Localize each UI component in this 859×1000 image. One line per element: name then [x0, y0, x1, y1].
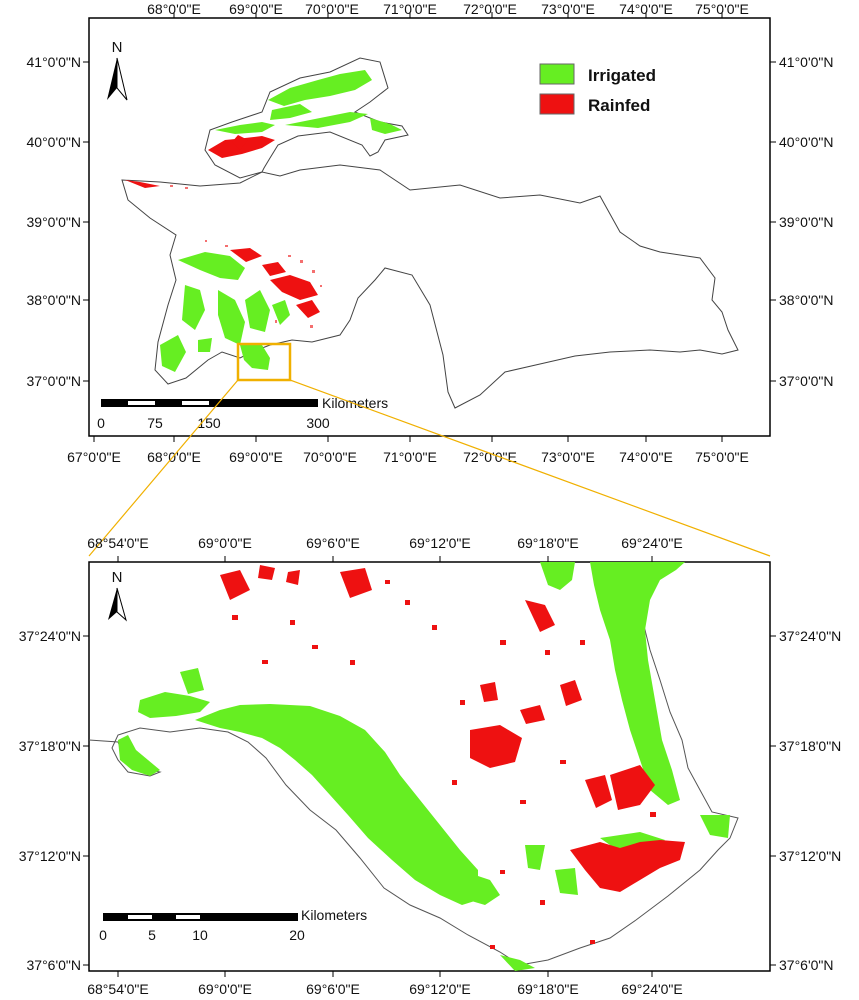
svg-text:75°0'0"E: 75°0'0"E [695, 1, 749, 17]
svg-text:69°12'0"E: 69°12'0"E [409, 535, 471, 551]
detail-map: N Kilometers 0 5 10 20 68°54'0"E 69°0'0"… [19, 535, 842, 997]
svg-text:70°0'0"E: 70°0'0"E [303, 449, 357, 465]
svg-text:72°0'0"E: 72°0'0"E [463, 449, 517, 465]
svg-text:69°12'0"E: 69°12'0"E [409, 981, 471, 997]
svg-text:N: N [112, 39, 123, 56]
svg-text:67°0'0"E: 67°0'0"E [67, 449, 121, 465]
svg-text:Kilometers: Kilometers [322, 395, 388, 411]
overview-ticks [83, 12, 776, 442]
legend-rainfed-swatch [539, 93, 575, 115]
detail-right-lat-labels: 37°24'0"N 37°18'0"N 37°12'0"N 37°6'0"N [779, 628, 841, 973]
svg-text:37°24'0"N: 37°24'0"N [19, 628, 81, 644]
svg-text:38°0'0"N: 38°0'0"N [779, 292, 834, 308]
svg-text:73°0'0"E: 73°0'0"E [541, 449, 595, 465]
overview-map: N Irrigated Rainfed Kilometers 0 75 150 … [27, 1, 834, 465]
zoom-connector-lines [88, 379, 771, 557]
svg-text:Kilometers: Kilometers [301, 907, 367, 923]
detail-ticks [83, 556, 776, 977]
svg-text:20: 20 [289, 927, 305, 943]
svg-text:150: 150 [197, 415, 221, 431]
svg-text:37°6'0"N: 37°6'0"N [779, 957, 834, 973]
scale-bar-detail: Kilometers 0 5 10 20 [99, 907, 367, 943]
svg-text:37°12'0"N: 37°12'0"N [779, 848, 841, 864]
svg-text:69°0'0"E: 69°0'0"E [229, 449, 283, 465]
svg-text:5: 5 [148, 927, 156, 943]
detail-left-lat-labels: 37°24'0"N 37°18'0"N 37°12'0"N 37°6'0"N [19, 628, 81, 973]
svg-text:74°0'0"E: 74°0'0"E [619, 449, 673, 465]
country-outline [121, 164, 739, 409]
svg-text:72°0'0"E: 72°0'0"E [463, 1, 517, 17]
svg-text:69°6'0"E: 69°6'0"E [306, 981, 360, 997]
svg-text:40°0'0"N: 40°0'0"N [27, 134, 82, 150]
svg-text:68°54'0"E: 68°54'0"E [87, 981, 149, 997]
svg-text:75: 75 [147, 415, 163, 431]
svg-text:38°0'0"N: 38°0'0"N [27, 292, 82, 308]
svg-text:39°0'0"N: 39°0'0"N [779, 214, 834, 230]
svg-text:300: 300 [306, 415, 330, 431]
svg-text:37°24'0"N: 37°24'0"N [779, 628, 841, 644]
detail-bottom-lon-labels: 68°54'0"E 69°0'0"E 69°6'0"E 69°12'0"E 69… [87, 981, 683, 997]
zoom-extent-box [236, 342, 292, 382]
svg-text:10: 10 [192, 927, 208, 943]
scale-bar-overview: Kilometers 0 75 150 300 [97, 395, 388, 431]
svg-text:68°0'0"E: 68°0'0"E [147, 1, 201, 17]
north-arrow-overview: N [107, 39, 128, 101]
svg-text:37°18'0"N: 37°18'0"N [779, 738, 841, 754]
svg-text:69°6'0"E: 69°6'0"E [306, 535, 360, 551]
overview-bottom-lon-labels: 67°0'0"E 68°0'0"E 69°0'0"E 70°0'0"E 71°0… [67, 449, 749, 465]
svg-text:68°54'0"E: 68°54'0"E [87, 535, 149, 551]
svg-text:69°24'0"E: 69°24'0"E [621, 981, 683, 997]
speckle-detail [232, 580, 656, 949]
rainfed-areas-detail [220, 565, 685, 892]
overview-top-lon-labels: 68°0'0"E 69°0'0"E 70°0'0"E 71°0'0"E 72°0… [147, 1, 749, 17]
svg-text:40°0'0"N: 40°0'0"N [779, 134, 834, 150]
svg-text:71°0'0"E: 71°0'0"E [383, 449, 437, 465]
north-arrow-detail: N [108, 569, 127, 622]
svg-text:69°24'0"E: 69°24'0"E [621, 535, 683, 551]
legend: Irrigated Rainfed [539, 63, 656, 115]
legend-irrigated-label: Irrigated [588, 66, 656, 85]
svg-text:74°0'0"E: 74°0'0"E [619, 1, 673, 17]
svg-text:41°0'0"N: 41°0'0"N [27, 54, 82, 70]
svg-text:39°0'0"N: 39°0'0"N [27, 214, 82, 230]
svg-text:69°0'0"E: 69°0'0"E [198, 981, 252, 997]
detail-boundary [89, 562, 739, 966]
svg-text:73°0'0"E: 73°0'0"E [541, 1, 595, 17]
detail-top-lon-labels: 68°54'0"E 69°0'0"E 69°6'0"E 69°12'0"E 69… [87, 535, 683, 551]
svg-text:69°18'0"E: 69°18'0"E [517, 535, 579, 551]
svg-text:70°0'0"E: 70°0'0"E [305, 1, 359, 17]
svg-text:71°0'0"E: 71°0'0"E [383, 1, 437, 17]
irrigated-areas-overview [160, 70, 402, 372]
svg-text:69°0'0"E: 69°0'0"E [198, 535, 252, 551]
overview-left-lat-labels: 41°0'0"N 40°0'0"N 39°0'0"N 38°0'0"N 37°0… [27, 54, 82, 389]
svg-text:0: 0 [97, 415, 105, 431]
legend-irrigated-swatch [539, 63, 575, 85]
svg-text:37°6'0"N: 37°6'0"N [27, 957, 82, 973]
overview-right-lat-labels: 41°0'0"N 40°0'0"N 39°0'0"N 38°0'0"N 37°0… [779, 54, 834, 389]
svg-text:68°0'0"E: 68°0'0"E [147, 449, 201, 465]
svg-text:37°0'0"N: 37°0'0"N [779, 373, 834, 389]
svg-text:69°0'0"E: 69°0'0"E [229, 1, 283, 17]
svg-text:37°0'0"N: 37°0'0"N [27, 373, 82, 389]
svg-text:37°12'0"N: 37°12'0"N [19, 848, 81, 864]
rainfed-areas-overview [125, 135, 320, 318]
svg-text:75°0'0"E: 75°0'0"E [695, 449, 749, 465]
svg-text:0: 0 [99, 927, 107, 943]
svg-text:69°18'0"E: 69°18'0"E [517, 981, 579, 997]
legend-rainfed-label: Rainfed [588, 96, 650, 115]
svg-text:N: N [112, 569, 123, 586]
speckle-overview [170, 185, 322, 328]
svg-text:37°18'0"N: 37°18'0"N [19, 738, 81, 754]
svg-text:41°0'0"N: 41°0'0"N [779, 54, 834, 70]
